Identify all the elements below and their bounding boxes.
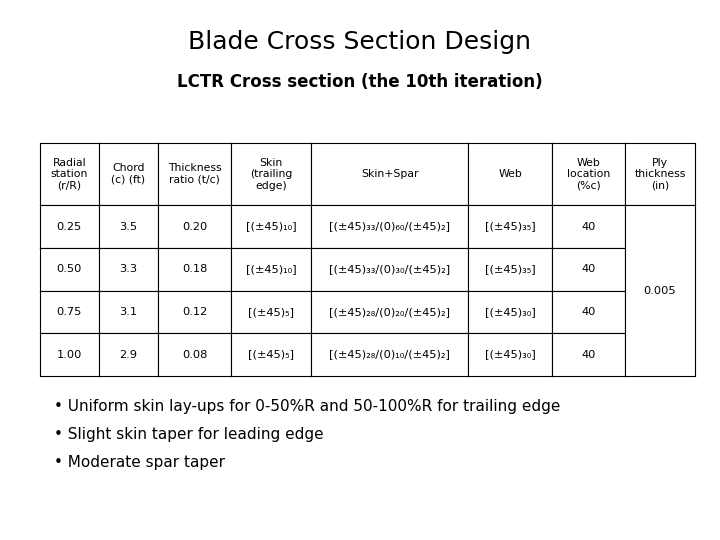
Text: 40: 40 — [581, 264, 595, 274]
Text: [(±45)₂₈/(0)₂₀/(±45)₂]: [(±45)₂₈/(0)₂₀/(±45)₂] — [329, 307, 450, 317]
Text: 0.20: 0.20 — [182, 221, 207, 232]
Text: 40: 40 — [581, 221, 595, 232]
Text: • Slight skin taper for leading edge: • Slight skin taper for leading edge — [54, 427, 323, 442]
Text: [(±45)₁₀]: [(±45)₁₀] — [246, 264, 297, 274]
Text: [(±45)₃₀]: [(±45)₃₀] — [485, 349, 536, 360]
Text: 3.1: 3.1 — [120, 307, 138, 317]
Text: LCTR Cross section (the 10th iteration): LCTR Cross section (the 10th iteration) — [177, 73, 543, 91]
Text: [(±45)₂₈/(0)₁₀/(±45)₂]: [(±45)₂₈/(0)₁₀/(±45)₂] — [330, 349, 450, 360]
Text: Skin
(trailing
edge): Skin (trailing edge) — [250, 158, 292, 191]
Text: Chord
(c) (ft): Chord (c) (ft) — [112, 163, 145, 185]
Text: Blade Cross Section Design: Blade Cross Section Design — [189, 30, 531, 53]
Text: [(±45)₃₅]: [(±45)₃₅] — [485, 264, 536, 274]
Text: Radial
station
(r/R): Radial station (r/R) — [50, 158, 88, 191]
Text: 0.005: 0.005 — [644, 286, 676, 295]
Text: [(±45)₅]: [(±45)₅] — [248, 349, 294, 360]
Text: Thickness
ratio (t/c): Thickness ratio (t/c) — [168, 163, 222, 185]
Text: • Uniform skin lay-ups for 0-50%R and 50-100%R for trailing edge: • Uniform skin lay-ups for 0-50%R and 50… — [54, 399, 560, 414]
Text: • Moderate spar taper: • Moderate spar taper — [54, 455, 225, 470]
Text: 0.50: 0.50 — [57, 264, 82, 274]
Text: [(±45)₃₅]: [(±45)₃₅] — [485, 221, 536, 232]
Text: 0.08: 0.08 — [182, 349, 207, 360]
Text: Web: Web — [498, 169, 522, 179]
Text: [(±45)₃₃/(0)₃₀/(±45)₂]: [(±45)₃₃/(0)₃₀/(±45)₂] — [329, 264, 451, 274]
Text: 40: 40 — [581, 307, 595, 317]
Text: [(±45)₅]: [(±45)₅] — [248, 307, 294, 317]
Text: [(±45)₃₀]: [(±45)₃₀] — [485, 307, 536, 317]
Text: 1.00: 1.00 — [57, 349, 82, 360]
Text: 3.3: 3.3 — [120, 264, 138, 274]
Text: 40: 40 — [581, 349, 595, 360]
Text: 0.18: 0.18 — [182, 264, 207, 274]
Text: [(±45)₃₃/(0)₆₀/(±45)₂]: [(±45)₃₃/(0)₆₀/(±45)₂] — [329, 221, 450, 232]
Text: Web
location
(%c): Web location (%c) — [567, 158, 610, 191]
Text: 0.75: 0.75 — [57, 307, 82, 317]
Text: [(±45)₁₀]: [(±45)₁₀] — [246, 221, 297, 232]
Text: 3.5: 3.5 — [120, 221, 138, 232]
Text: 2.9: 2.9 — [120, 349, 138, 360]
Text: 0.25: 0.25 — [57, 221, 82, 232]
Text: Ply
thickness
(in): Ply thickness (in) — [634, 158, 685, 191]
Text: 0.12: 0.12 — [182, 307, 207, 317]
Text: Skin+Spar: Skin+Spar — [361, 169, 418, 179]
